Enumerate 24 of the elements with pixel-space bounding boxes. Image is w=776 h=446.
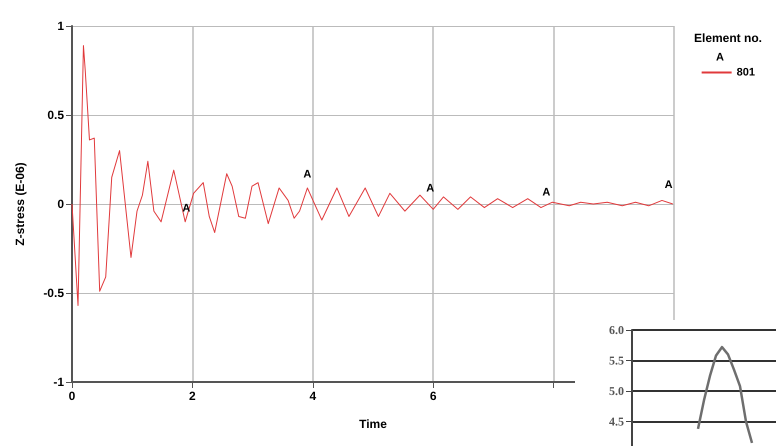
y-tick-label: 0 [57,197,64,211]
y-tick-label: 5.5 [609,354,624,368]
annotation: A [303,168,312,180]
x-tick-label: 2 [189,389,196,403]
y-tick-label: 5.0 [609,384,624,398]
line-series [72,45,674,306]
y-tick-label: 0.5 [47,108,64,122]
y-tick-label: 4.5 [609,414,624,429]
annotation: A [426,182,434,195]
x-tick-label: 0 [68,389,76,403]
text: A [716,52,724,64]
annotation: A [542,186,550,198]
y-tick-label: 6.0 [609,323,624,337]
x-tick-label: 4 [309,389,316,403]
legend-label: 801 [736,66,756,78]
legend-title: Element no. [694,31,762,45]
y-tick-label: -0.5 [43,286,64,300]
y-axis-title: Z-stress (E-06) [13,162,27,246]
line-series [696,346,754,444]
y-tick-label: 1 [57,19,64,33]
x-axis-title: Time [359,417,388,431]
x-tick-label: 6 [430,389,437,403]
y-tick-label: -1 [53,375,64,389]
annotation: A [664,179,673,192]
